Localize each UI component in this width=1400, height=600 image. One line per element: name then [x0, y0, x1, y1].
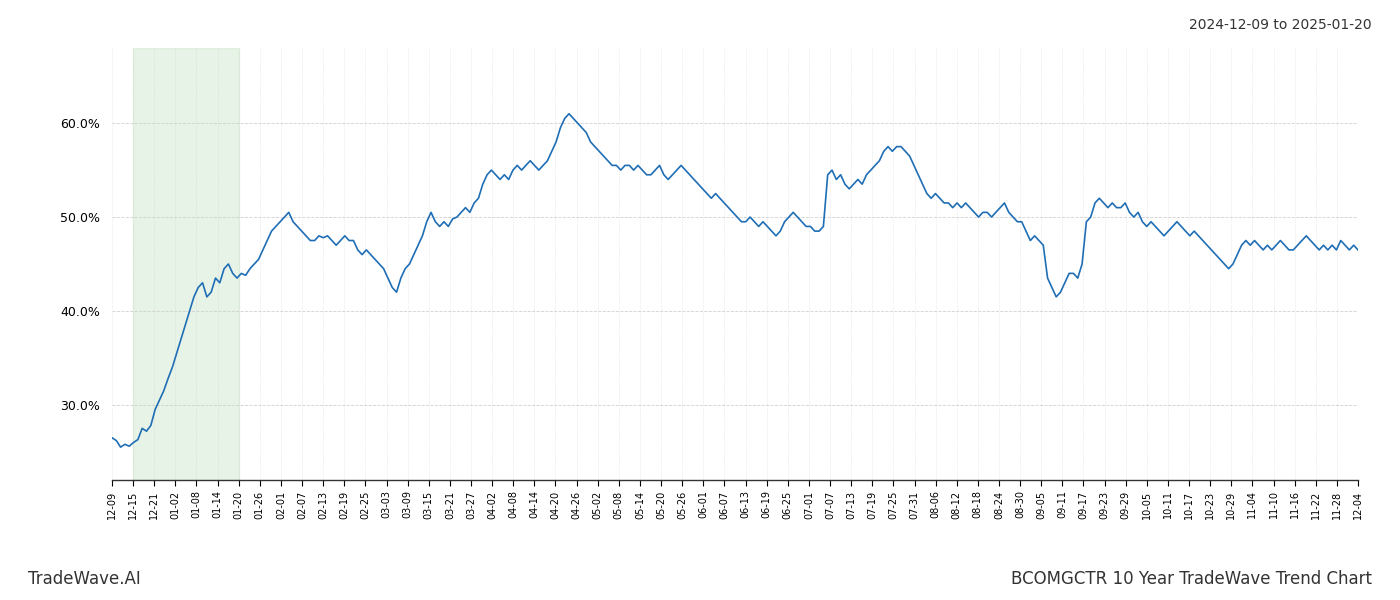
- Text: 2024-12-09 to 2025-01-20: 2024-12-09 to 2025-01-20: [1190, 18, 1372, 32]
- Text: BCOMGCTR 10 Year TradeWave Trend Chart: BCOMGCTR 10 Year TradeWave Trend Chart: [1011, 570, 1372, 588]
- Text: TradeWave.AI: TradeWave.AI: [28, 570, 141, 588]
- Bar: [133, 48, 239, 480]
